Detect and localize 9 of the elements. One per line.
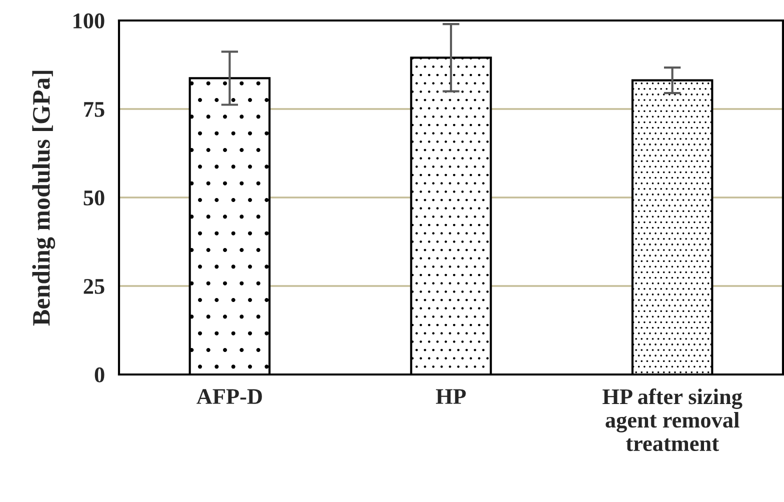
y-tick-label: 0 <box>94 367 104 382</box>
y-tick-label: 75 <box>84 102 104 117</box>
y-tick-label: 25 <box>84 278 104 294</box>
x-tick-label: HP after sizing agent removal treatment <box>602 388 742 452</box>
y-tick-label: 50 <box>84 190 104 206</box>
x-tick-label: HP <box>436 389 466 404</box>
y-axis-title: Bending modulus [GPa] <box>32 70 56 326</box>
x-tick-label: AFP-D <box>196 389 262 404</box>
y-tick-label: 100 <box>74 13 104 28</box>
